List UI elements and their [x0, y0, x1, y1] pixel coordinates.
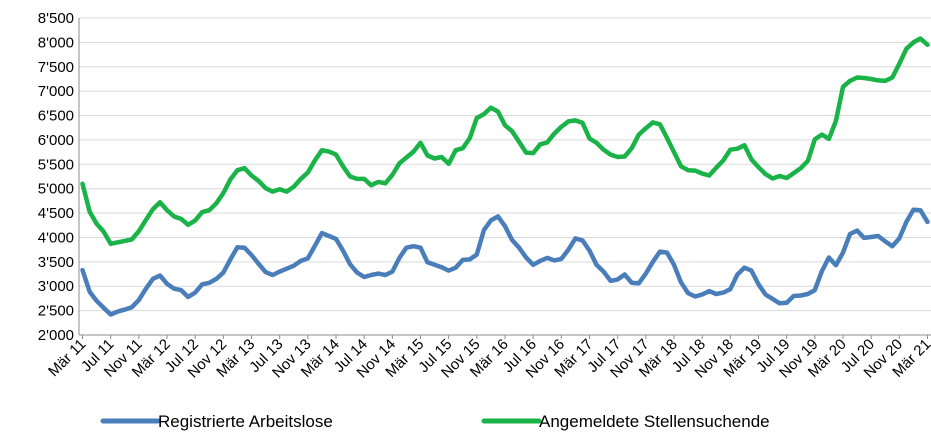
y-tick-label: 6'000 — [38, 132, 74, 149]
y-tick-label: 8'000 — [38, 34, 74, 51]
legend-label: Angemeldete Stellensuchende — [539, 412, 770, 431]
legend-label: Registrierte Arbeitslose — [158, 412, 333, 431]
y-tick-label: 4'500 — [38, 205, 74, 222]
y-tick-label: 3'500 — [38, 254, 74, 271]
y-tick-label: 3'000 — [38, 278, 74, 295]
y-tick-label: 7'000 — [38, 83, 74, 100]
gridlines — [79, 17, 931, 336]
series-line-2 — [80, 36, 930, 247]
legend: Registrierte Arbeitslose Angemeldete Stel… — [100, 412, 770, 431]
y-axis-tick-labels: 2'000 2'500 3'000 3'500 4'000 4'500 5'000 5'500… — [38, 10, 74, 344]
y-tick-label: 7'500 — [38, 59, 74, 76]
series-line-1 — [80, 207, 930, 317]
series-lines — [80, 36, 930, 317]
y-tick-label: 2'000 — [38, 327, 74, 344]
axes — [78, 18, 931, 339]
y-tick-label: 6'500 — [38, 108, 74, 125]
y-tick-label: 5'000 — [38, 181, 74, 198]
y-tick-label: 2'500 — [38, 303, 74, 320]
y-tick-label: 8'500 — [38, 10, 74, 27]
y-tick-label: 4'000 — [38, 229, 74, 246]
y-tick-label: 5'500 — [38, 156, 74, 173]
